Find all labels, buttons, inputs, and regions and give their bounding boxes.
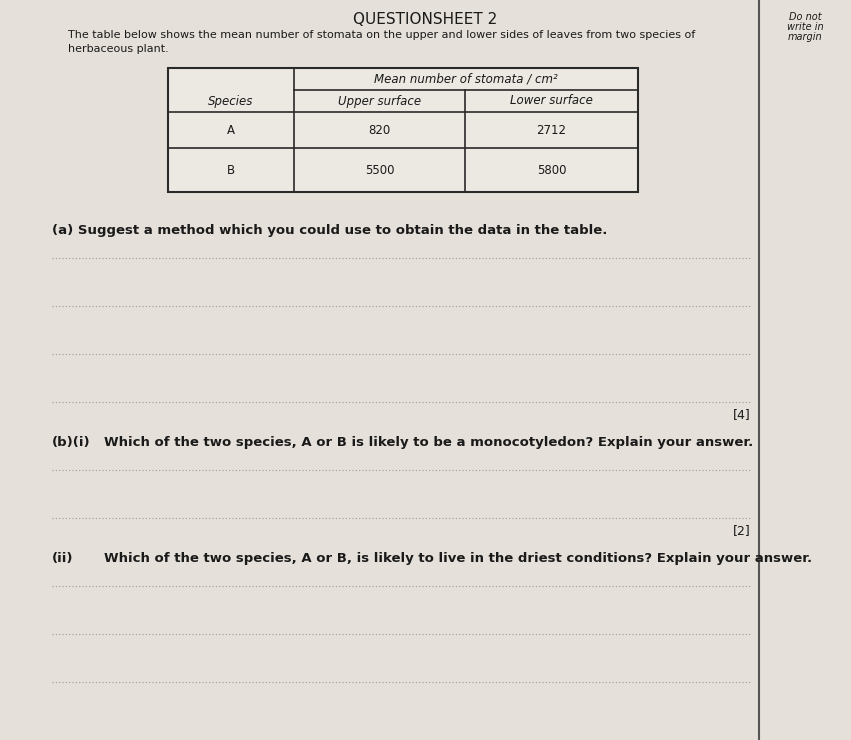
Text: (b)(i): (b)(i)	[52, 436, 90, 449]
Text: B: B	[227, 164, 235, 177]
Text: Do not: Do not	[789, 12, 821, 22]
Text: Upper surface: Upper surface	[338, 95, 421, 107]
Text: QUESTIONSHEET 2: QUESTIONSHEET 2	[353, 12, 497, 27]
Text: Lower surface: Lower surface	[510, 95, 593, 107]
Text: [4]: [4]	[734, 408, 751, 421]
Text: margin: margin	[788, 32, 822, 42]
Text: (ii): (ii)	[52, 552, 73, 565]
Text: Which of the two species, A or B, is likely to live in the driest conditions? Ex: Which of the two species, A or B, is lik…	[104, 552, 812, 565]
Text: 820: 820	[368, 124, 391, 136]
Text: Which of the two species, A or B is likely to be a monocotyledon? Explain your a: Which of the two species, A or B is like…	[104, 436, 753, 449]
Text: write in: write in	[787, 22, 824, 32]
Bar	[168, 68, 638, 192]
Text: 2712: 2712	[536, 124, 567, 136]
Bar	[168, 68, 638, 192]
Text: A: A	[227, 124, 235, 136]
Text: Species: Species	[208, 95, 254, 107]
Text: The table below shows the mean number of stomata on the upper and lower sides of: The table below shows the mean number of…	[68, 30, 695, 40]
Text: Mean number of stomata / cm²: Mean number of stomata / cm²	[374, 73, 558, 86]
Text: [2]: [2]	[734, 524, 751, 537]
Text: 5800: 5800	[537, 164, 566, 177]
Text: 5500: 5500	[365, 164, 394, 177]
Text: (a) Suggest a method which you could use to obtain the data in the table.: (a) Suggest a method which you could use…	[52, 224, 608, 237]
Text: herbaceous plant.: herbaceous plant.	[68, 44, 168, 54]
